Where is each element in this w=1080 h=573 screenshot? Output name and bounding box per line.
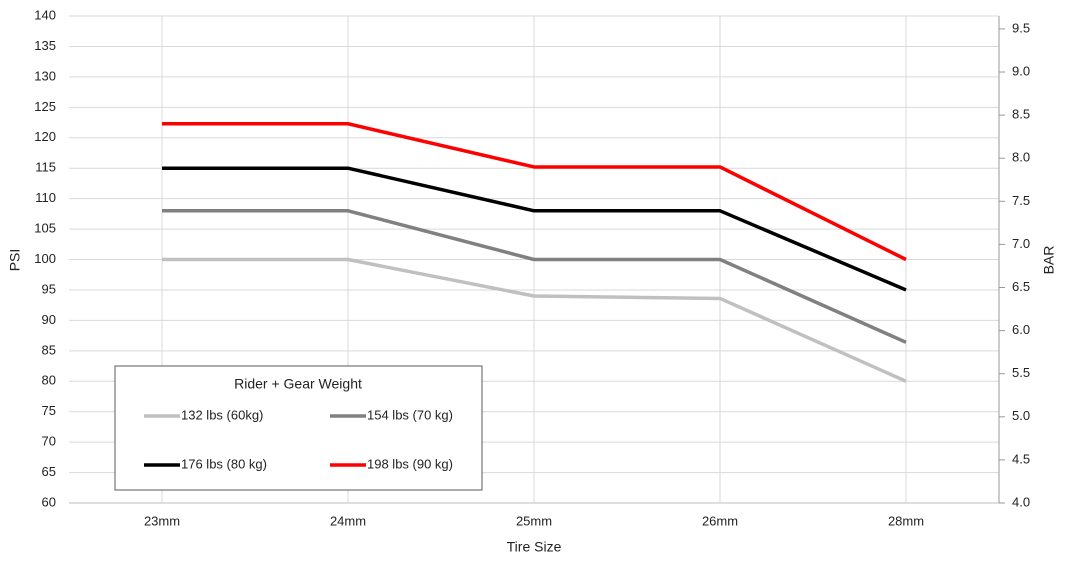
y-tick-label: 95 <box>42 281 56 296</box>
y2-tick-label: 9.0 <box>1012 63 1030 78</box>
y2-tick-label: 5.0 <box>1012 408 1030 423</box>
x-tick-label: 25mm <box>516 513 552 528</box>
y-tick-label: 120 <box>34 129 56 144</box>
y2-tick-label: 6.0 <box>1012 322 1030 337</box>
x-tick-label: 28mm <box>888 513 924 528</box>
series-line <box>162 209 907 344</box>
y-tick-label: 80 <box>42 373 56 388</box>
legend-label: 198 lbs (90 kg) <box>367 456 453 471</box>
x-axis-title: Tire Size <box>507 539 562 555</box>
y-tick-label: 75 <box>42 403 56 418</box>
series-line <box>162 257 907 383</box>
y-tick-label: 110 <box>35 190 56 205</box>
y2-tick-label: 8.5 <box>1012 107 1030 122</box>
y2-axis-title: BAR <box>1041 246 1057 275</box>
legend-label: 132 lbs (60kg) <box>181 407 263 422</box>
series-line <box>162 121 907 262</box>
y-tick-label: 100 <box>34 251 56 266</box>
y2-tick-label: 9.5 <box>1012 20 1030 35</box>
y2-tick-label: 5.5 <box>1012 365 1030 380</box>
y-tick-label: 125 <box>34 99 56 114</box>
y2-tick-label: 4.0 <box>1012 494 1030 509</box>
legend-label: 154 lbs (70 kg) <box>367 407 453 422</box>
y2-tick-label: 4.5 <box>1012 451 1030 466</box>
y-tick-label: 140 <box>34 7 56 22</box>
y2-tick-label: 6.5 <box>1012 279 1030 294</box>
y-tick-label: 105 <box>34 221 56 236</box>
y2-tick-label: 7.5 <box>1012 193 1030 208</box>
y-tick-label: 65 <box>42 464 56 479</box>
x-tick-label: 24mm <box>330 513 366 528</box>
series-line <box>162 166 907 292</box>
y-tick-label: 60 <box>42 494 56 509</box>
y2-tick-label: 8.0 <box>1012 150 1030 165</box>
y2-tick-label: 7.0 <box>1012 236 1030 251</box>
y-axis-title: PSI <box>7 249 23 272</box>
x-tick-label: 26mm <box>702 513 738 528</box>
y-tick-label: 130 <box>34 68 56 83</box>
x-tick-label: 23mm <box>144 513 180 528</box>
legend-label: 176 lbs (80 kg) <box>181 456 267 471</box>
y-tick-label: 85 <box>42 342 56 357</box>
y-tick-label: 90 <box>42 312 56 327</box>
y-tick-label: 115 <box>35 160 56 175</box>
legend-box <box>114 365 483 491</box>
y-tick-label: 70 <box>42 434 56 449</box>
y-tick-label: 135 <box>34 38 56 53</box>
legend-title: Rider + Gear Weight <box>234 376 362 392</box>
